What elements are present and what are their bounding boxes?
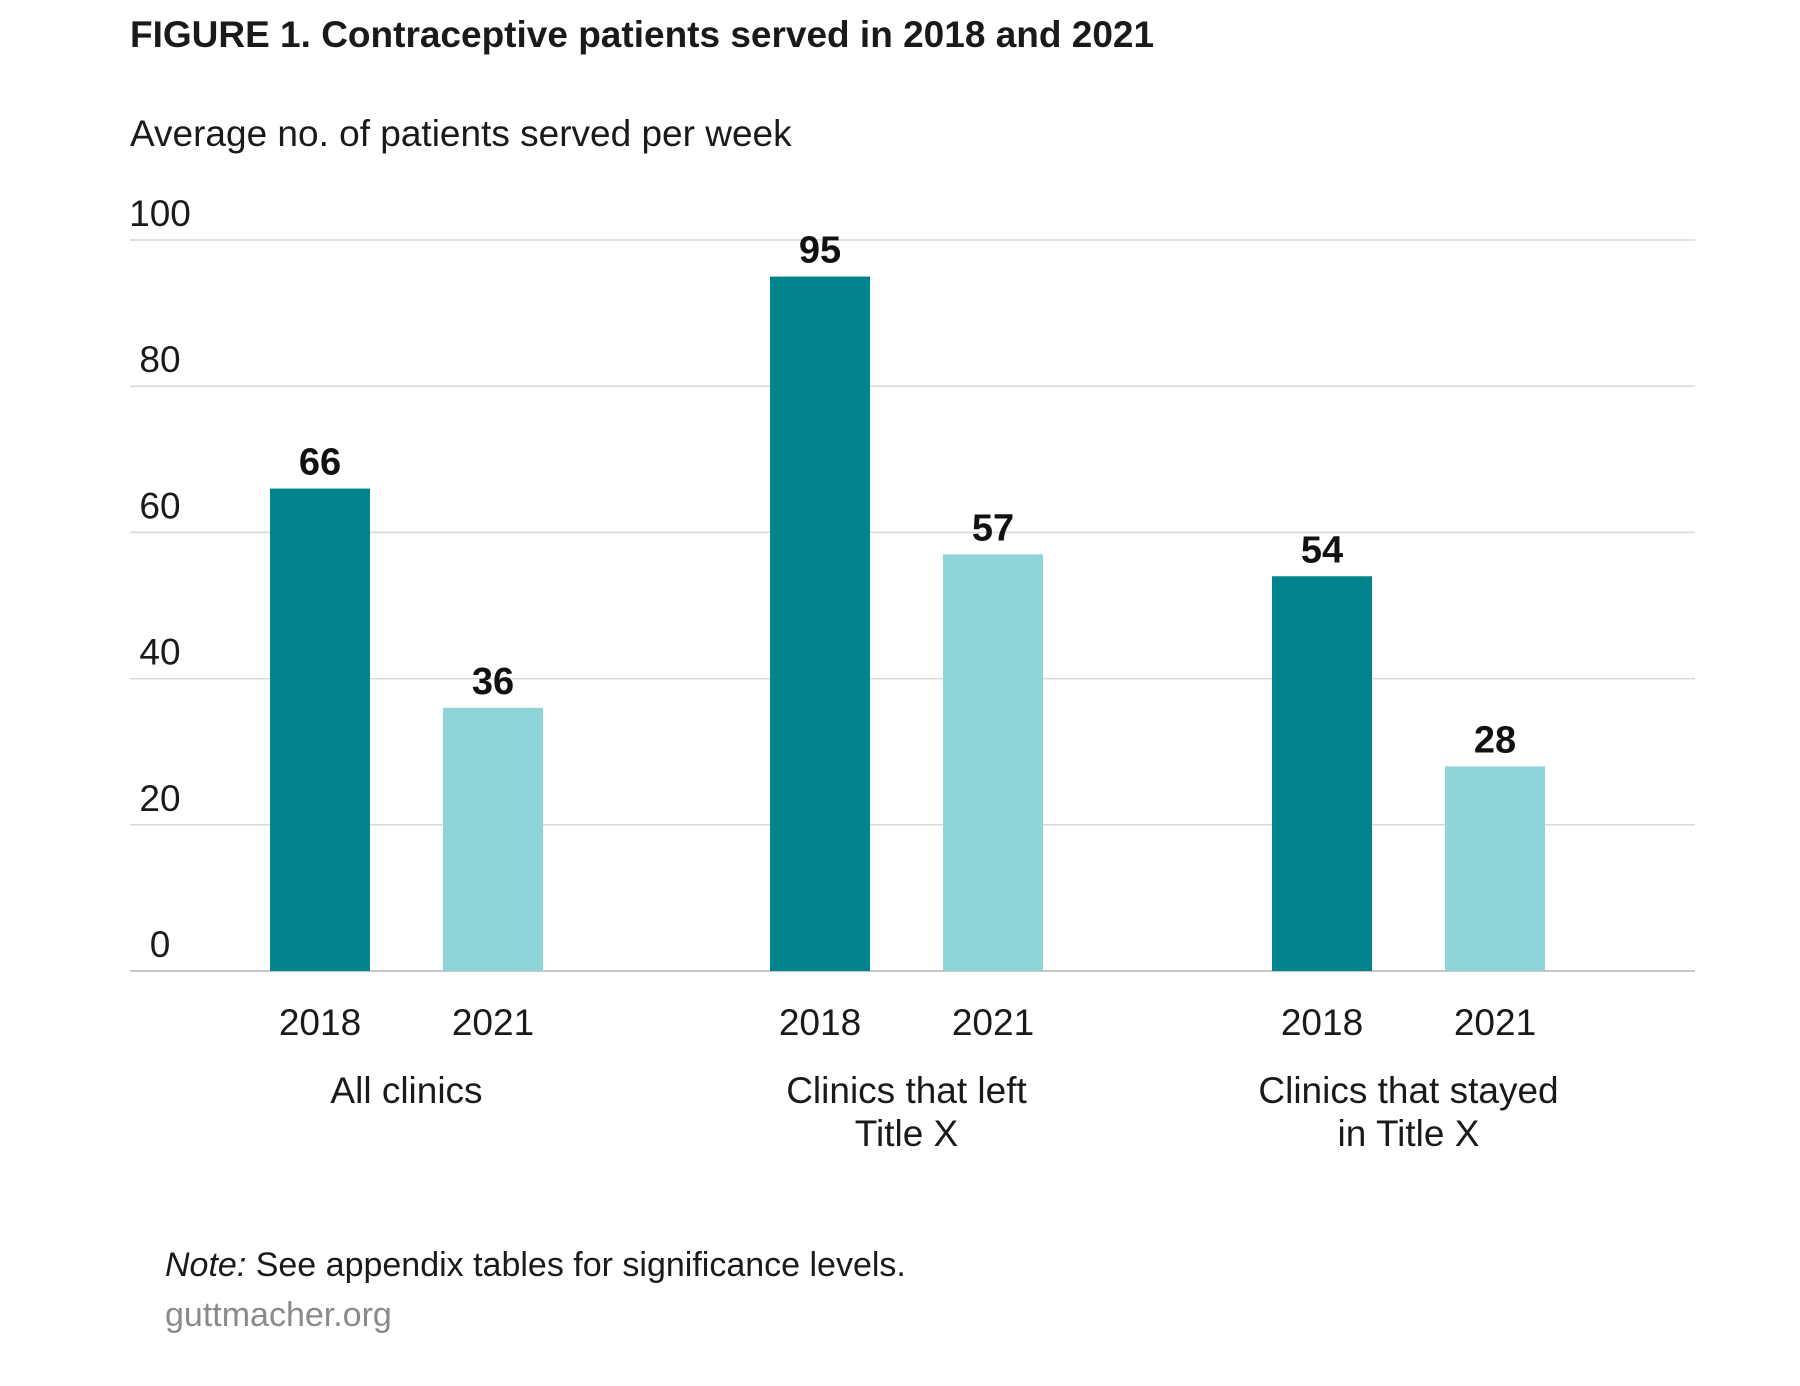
x-tick-label-year: 2021 — [452, 1002, 534, 1043]
bar-value-label: 54 — [1301, 529, 1343, 571]
bar-value-label: 57 — [972, 507, 1014, 549]
bar-value-label: 95 — [799, 230, 841, 272]
footnote: Note: See appendix tables for significan… — [165, 1246, 906, 1285]
x-tick-label-year: 2018 — [279, 1002, 361, 1043]
y-tick-label: 100 — [129, 193, 191, 234]
x-tick-label-year: 2021 — [952, 1002, 1034, 1043]
group-label: Clinics that stayed — [1258, 1070, 1558, 1111]
footnote-text: See appendix tables for significance lev… — [246, 1246, 906, 1284]
group-label: Title X — [855, 1113, 958, 1154]
y-tick-label: 40 — [139, 632, 180, 673]
bar-2018-group-2 — [770, 276, 870, 971]
chart-title: FIGURE 1. Contraceptive patients served … — [130, 14, 1155, 55]
bar-2018-group-1 — [270, 488, 370, 971]
bar-2021-group-3 — [1445, 766, 1545, 971]
y-tick-label: 60 — [139, 485, 180, 526]
y-tick-label: 0 — [150, 924, 171, 965]
bar-value-label: 36 — [472, 661, 514, 703]
x-tick-label-year: 2021 — [1454, 1002, 1536, 1043]
group-label: All clinics — [330, 1070, 482, 1111]
x-tick-label-year: 2018 — [779, 1002, 861, 1043]
footnote-label: Note: — [165, 1246, 247, 1284]
source-credit: guttmacher.org — [165, 1296, 392, 1334]
bar-2018-group-3 — [1272, 576, 1372, 971]
x-tick-label-year: 2018 — [1281, 1002, 1363, 1043]
bar-value-label: 66 — [299, 442, 341, 484]
y-axis-label: Average no. of patients served per week — [130, 113, 792, 154]
bar-2021-group-2 — [943, 554, 1043, 971]
y-tick-label: 20 — [139, 778, 180, 819]
group-label: in Title X — [1338, 1113, 1480, 1154]
y-tick-label: 80 — [139, 339, 180, 380]
bar-value-label: 28 — [1474, 719, 1516, 761]
group-label: Clinics that left — [786, 1070, 1027, 1111]
bar-2021-group-1 — [443, 707, 543, 971]
